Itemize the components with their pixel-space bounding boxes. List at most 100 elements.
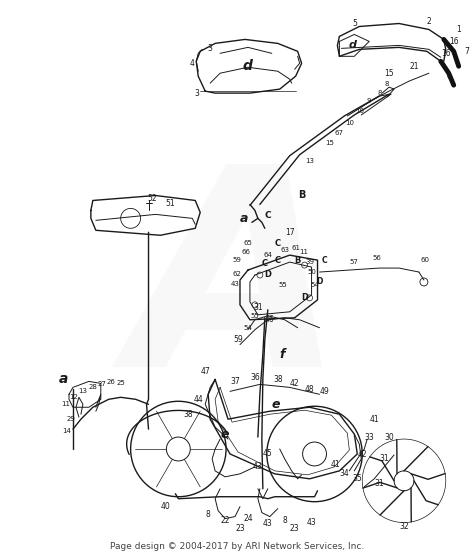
Text: 13: 13	[78, 389, 87, 394]
Text: 32: 32	[399, 522, 409, 531]
Text: 23: 23	[290, 524, 300, 533]
Text: A: A	[129, 155, 345, 425]
Text: 59: 59	[233, 335, 243, 344]
Text: 3: 3	[195, 88, 200, 98]
Text: B: B	[294, 255, 301, 264]
Text: 40: 40	[161, 502, 170, 511]
Text: C: C	[275, 255, 281, 264]
Text: d: d	[348, 40, 356, 50]
Text: 30: 30	[384, 433, 394, 442]
Text: 63: 63	[280, 247, 289, 253]
Text: 62: 62	[233, 271, 241, 277]
Text: 42: 42	[357, 451, 367, 459]
Text: 16: 16	[449, 37, 458, 46]
Text: D: D	[301, 293, 308, 302]
Text: C: C	[262, 259, 268, 268]
Text: 8: 8	[283, 516, 287, 525]
Text: 7: 7	[464, 47, 469, 56]
Text: 10: 10	[355, 108, 364, 114]
Text: 10: 10	[345, 120, 354, 126]
Text: Page design © 2004-2017 by ARI Network Services, Inc.: Page design © 2004-2017 by ARI Network S…	[110, 542, 364, 551]
Text: C: C	[264, 211, 271, 220]
Text: 33: 33	[365, 433, 374, 442]
Text: D: D	[264, 269, 271, 278]
Text: 38: 38	[183, 410, 193, 419]
Text: 2: 2	[427, 17, 431, 26]
Text: 22: 22	[220, 516, 230, 525]
Text: 41: 41	[330, 461, 340, 470]
Text: 43: 43	[230, 281, 239, 287]
Text: 26: 26	[106, 380, 115, 385]
Text: 38: 38	[273, 375, 283, 384]
Text: 42: 42	[290, 379, 300, 388]
Text: e: e	[221, 428, 229, 440]
Text: D: D	[316, 277, 323, 286]
Text: d: d	[243, 59, 253, 73]
Text: 52: 52	[148, 194, 157, 203]
Text: 8: 8	[206, 510, 210, 519]
Text: 43: 43	[253, 462, 263, 471]
Text: 50: 50	[307, 269, 316, 275]
Text: a: a	[58, 372, 68, 386]
Text: 45: 45	[263, 449, 273, 458]
Text: 9: 9	[367, 98, 372, 104]
Text: 34: 34	[339, 470, 349, 479]
Text: 31: 31	[379, 454, 389, 463]
Text: 54: 54	[310, 282, 319, 288]
Text: 28: 28	[89, 385, 97, 390]
Text: 15: 15	[384, 69, 394, 78]
Text: 48: 48	[305, 385, 314, 394]
Text: 59: 59	[233, 257, 241, 263]
Text: 13: 13	[305, 158, 314, 164]
Text: 17: 17	[285, 228, 294, 237]
Text: f: f	[279, 348, 284, 361]
Text: 16: 16	[441, 49, 451, 58]
Text: 41: 41	[369, 415, 379, 424]
Text: 61: 61	[291, 245, 300, 251]
Text: 6: 6	[447, 72, 451, 80]
Text: 4: 4	[190, 59, 195, 68]
Text: 60: 60	[420, 257, 429, 263]
Text: 8: 8	[378, 90, 383, 96]
Text: 15: 15	[325, 140, 334, 146]
Text: 14: 14	[63, 428, 72, 434]
Text: 1: 1	[456, 25, 461, 34]
Text: 12: 12	[70, 394, 78, 400]
Text: e: e	[272, 398, 280, 411]
Text: 67: 67	[335, 130, 344, 136]
Text: 56: 56	[373, 255, 382, 261]
Text: B: B	[298, 191, 305, 201]
Text: 65: 65	[244, 240, 252, 246]
Text: 8: 8	[385, 81, 389, 87]
Text: 24: 24	[243, 514, 253, 523]
Text: 11: 11	[299, 249, 308, 255]
Text: 36: 36	[250, 373, 260, 382]
Text: 46: 46	[265, 315, 274, 324]
Text: 39: 39	[305, 259, 314, 265]
Text: C: C	[275, 239, 281, 248]
Text: 35: 35	[352, 475, 362, 484]
Text: 27: 27	[97, 381, 106, 387]
Text: 47: 47	[201, 367, 210, 376]
Text: C: C	[322, 255, 327, 264]
Text: a: a	[240, 212, 248, 225]
Text: 55: 55	[251, 313, 259, 319]
Text: 23: 23	[235, 524, 245, 533]
Text: 3: 3	[208, 44, 213, 53]
Text: 11: 11	[62, 401, 71, 408]
Text: 29: 29	[66, 416, 75, 422]
Text: 54: 54	[244, 325, 252, 331]
Text: 44: 44	[193, 395, 203, 404]
Text: 31: 31	[374, 479, 384, 489]
Text: 5: 5	[352, 19, 357, 28]
Text: 31: 31	[253, 304, 263, 312]
Text: 21: 21	[409, 61, 419, 71]
Text: 25: 25	[116, 380, 125, 386]
Text: 55: 55	[278, 282, 287, 288]
Text: 43: 43	[263, 519, 273, 528]
Text: 37: 37	[230, 377, 240, 386]
Text: 43: 43	[307, 518, 317, 527]
Text: 51: 51	[165, 199, 175, 208]
Text: 57: 57	[350, 259, 359, 265]
Text: 49: 49	[319, 387, 329, 396]
